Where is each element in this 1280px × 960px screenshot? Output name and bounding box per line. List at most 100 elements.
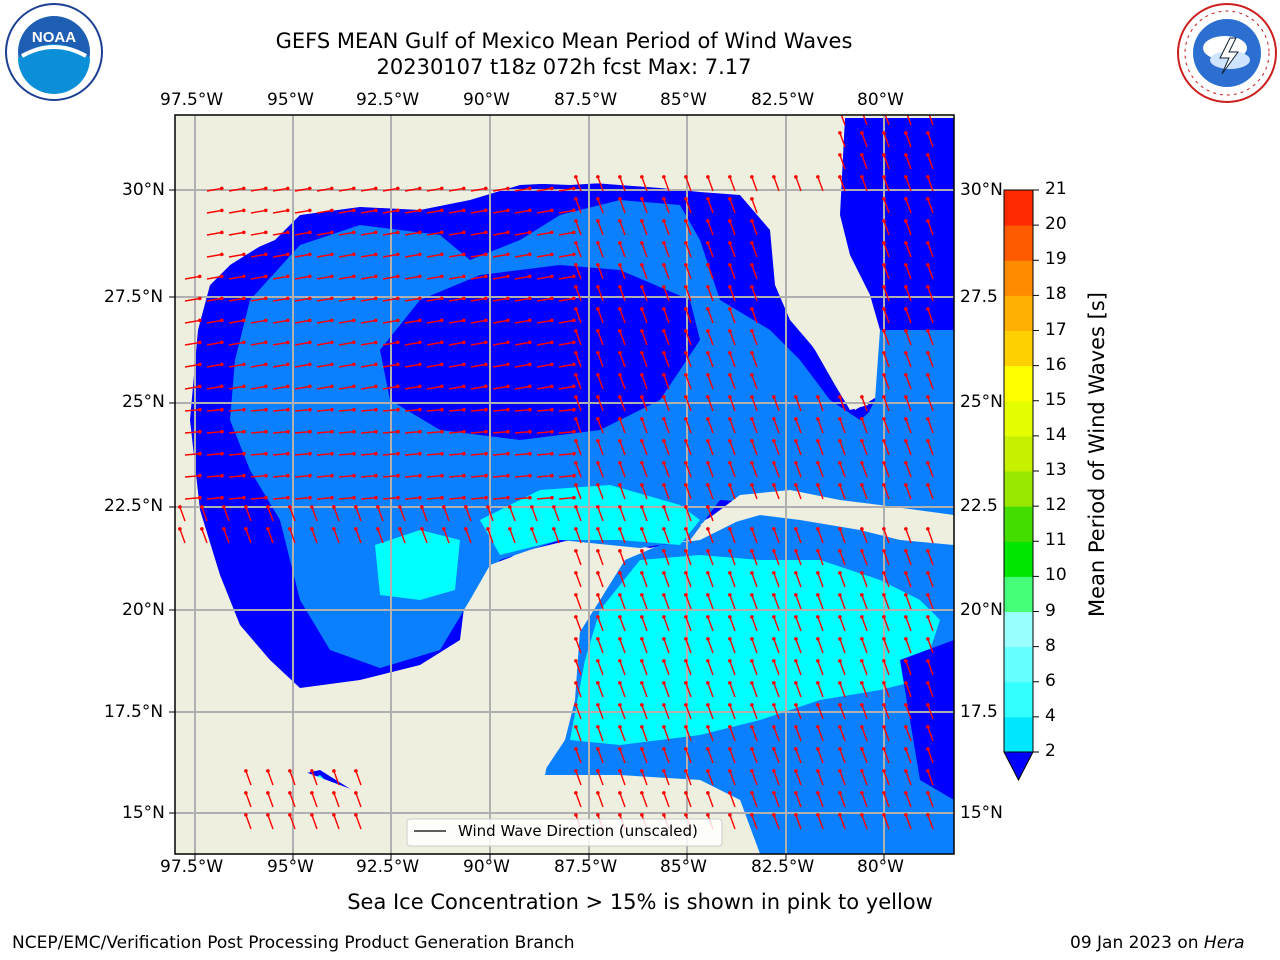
wind-wave-arrow — [597, 264, 604, 280]
wind-wave-arrow-head — [882, 263, 886, 267]
wind-wave-arrow-head — [926, 351, 930, 355]
wind-wave-arrow — [426, 408, 443, 412]
wind-wave-arrow — [536, 319, 552, 324]
wind-wave-arrow — [206, 474, 223, 478]
wind-wave-arrow — [223, 506, 230, 522]
wind-wave-arrow-head — [266, 813, 270, 817]
wind-wave-arrow-head — [860, 483, 864, 487]
wind-wave-arrow-head — [550, 473, 554, 478]
wind-wave-arrow — [663, 198, 670, 214]
wind-wave-arrow — [927, 792, 934, 808]
wind-wave-arrow-head — [200, 527, 204, 531]
wind-wave-arrow — [470, 496, 487, 500]
wind-wave-arrow-head — [439, 340, 444, 345]
wind-wave-arrow — [729, 242, 736, 258]
wind-wave-arrow-head — [618, 615, 622, 619]
wind-wave-arrow-head — [420, 505, 424, 509]
wind-wave-arrow-head — [882, 747, 886, 751]
wind-wave-arrow — [558, 231, 574, 236]
wind-wave-arrow-head — [219, 362, 224, 367]
wind-wave-arrow — [360, 341, 376, 346]
wind-wave-arrow — [773, 528, 780, 544]
wind-wave-arrow — [817, 616, 824, 632]
wind-wave-arrow — [531, 528, 538, 544]
wind-wave-arrow-head — [684, 241, 688, 245]
wind-wave-arrow — [817, 440, 824, 456]
wind-wave-arrow-head — [926, 571, 930, 575]
wind-wave-arrow — [272, 253, 288, 258]
wind-wave-arrow — [355, 792, 362, 808]
wind-wave-arrow-head — [816, 637, 820, 641]
wind-wave-arrow-head — [706, 461, 710, 465]
wind-wave-arrow — [470, 452, 487, 456]
wind-wave-arrow — [839, 594, 846, 610]
wind-wave-arrow — [883, 484, 890, 500]
wind-wave-arrow-head — [285, 274, 290, 279]
wind-wave-arrow — [817, 418, 824, 434]
wind-wave-arrow — [905, 814, 912, 830]
wind-wave-arrow — [839, 132, 846, 148]
wind-wave-arrow-head — [706, 725, 710, 729]
wind-wave-arrow-head — [750, 813, 754, 817]
wind-wave-arrow — [228, 474, 245, 478]
wind-wave-arrow — [707, 374, 714, 390]
render-host: Hera — [1203, 933, 1245, 953]
wind-wave-arrow-head — [838, 769, 842, 773]
wind-wave-arrow-head — [596, 505, 600, 509]
wind-wave-arrow-head — [750, 725, 754, 729]
wind-wave-arrow — [773, 748, 780, 764]
wind-wave-arrow-head — [285, 340, 290, 345]
wind-wave-arrow-head — [484, 429, 488, 434]
wind-wave-arrow-head — [860, 527, 864, 531]
wind-wave-arrow-head — [882, 659, 886, 663]
wind-wave-arrow — [245, 814, 252, 830]
wind-wave-arrow-head — [330, 451, 334, 456]
wind-wave-arrow-head — [417, 230, 422, 235]
wind-wave-arrow — [272, 496, 289, 500]
wind-wave-arrow — [250, 430, 267, 434]
wind-wave-arrows — [178, 115, 934, 830]
wind-wave-arrow-head — [618, 527, 622, 531]
wind-wave-arrow — [426, 319, 442, 324]
wind-wave-arrow — [206, 452, 223, 456]
wind-wave-arrow-head — [706, 175, 710, 179]
wind-wave-arrow-head — [596, 307, 600, 311]
chart-title-line1: GEFS MEAN Gulf of Mexico Mean Period of … — [275, 29, 853, 53]
wind-wave-arrow-head — [241, 252, 246, 257]
colorbar-tick-label: 11 — [1045, 530, 1067, 551]
wind-wave-arrow-head — [417, 362, 422, 367]
wind-wave-arrow-head — [684, 439, 688, 443]
wind-wave-arrow — [729, 814, 736, 830]
wind-wave-arrow — [316, 209, 332, 214]
wind-wave-arrow — [927, 682, 934, 698]
wind-wave-arrow — [773, 660, 780, 676]
wind-wave-arrow — [316, 430, 333, 434]
wind-wave-arrow-head — [396, 429, 400, 434]
wind-wave-arrow — [355, 528, 362, 544]
wind-wave-arrow — [663, 484, 670, 500]
wind-wave-arrow — [575, 572, 582, 588]
wind-wave-arrow — [795, 770, 802, 786]
wind-wave-arrow-head — [574, 329, 578, 333]
wind-wave-arrow-head — [308, 429, 312, 434]
wind-wave-arrow — [575, 418, 582, 434]
wind-wave-arrow-head — [860, 175, 864, 179]
wind-wave-arrow — [927, 396, 934, 412]
wind-wave-arrow — [272, 452, 289, 456]
wind-wave-arrow-head — [462, 495, 466, 500]
wind-wave-arrow — [619, 528, 626, 544]
wind-wave-arrow — [272, 319, 288, 324]
wind-wave-arrow-head — [728, 175, 732, 179]
wind-wave-arrow-head — [926, 263, 930, 267]
wind-wave-arrow-head — [684, 175, 688, 179]
wind-wave-arrow — [575, 550, 582, 566]
wind-wave-arrow-head — [816, 571, 820, 575]
wind-wave-arrow-head — [926, 417, 930, 421]
wind-wave-arrow — [558, 341, 574, 346]
wind-wave-arrow — [663, 550, 670, 566]
wind-wave-arrow-head — [662, 615, 666, 619]
wind-wave-arrow-head — [596, 725, 600, 729]
wind-wave-arrow-head — [772, 659, 776, 663]
wind-wave-arrow — [773, 682, 780, 698]
wind-wave-arrow — [536, 496, 553, 500]
